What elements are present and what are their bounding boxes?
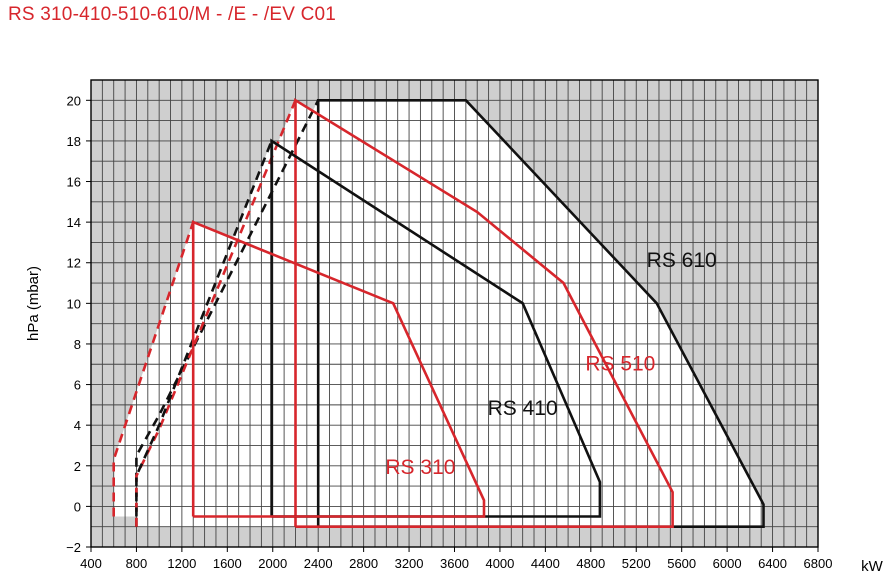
x-tick-label: 400 xyxy=(80,556,102,571)
x-tick-label: 800 xyxy=(126,556,148,571)
series-label: RS 410 xyxy=(488,397,558,420)
series-label: RS 610 xyxy=(647,249,717,272)
x-tick-label: 1600 xyxy=(213,556,242,571)
y-tick-label: 4 xyxy=(74,418,81,433)
y-tick-label: 2 xyxy=(74,459,81,474)
x-tick-label: 6400 xyxy=(758,556,787,571)
y-tick-label: 18 xyxy=(67,134,81,149)
x-tick-label: 5600 xyxy=(667,556,696,571)
series-label: RS 310 xyxy=(385,456,455,479)
x-tick-label: 2000 xyxy=(258,556,287,571)
x-tick-label: 4000 xyxy=(485,556,514,571)
y-axis-label: hPa (mbar) xyxy=(25,266,42,341)
x-tick-label: 1200 xyxy=(167,556,196,571)
series-label: RS 510 xyxy=(585,352,655,375)
x-tick-label: 3600 xyxy=(440,556,469,571)
x-axis-label: kW xyxy=(861,558,884,575)
y-tick-label: 14 xyxy=(67,215,81,230)
working-region-rs-310 xyxy=(113,222,484,517)
x-tick-label: 2800 xyxy=(349,556,378,571)
series-dashed-line-rs-310 xyxy=(112,221,195,517)
x-tick-label: 6800 xyxy=(804,556,833,571)
y-tick-label: −2 xyxy=(66,540,81,555)
y-tick-label: 20 xyxy=(67,93,81,108)
y-tick-label: 8 xyxy=(74,337,81,352)
y-tick-label: 6 xyxy=(74,378,81,393)
y-tick-label: 16 xyxy=(67,175,81,190)
chart-title: RS 310-410-510-610/M - /E - /EV C01 xyxy=(8,4,337,25)
y-tick-label: 0 xyxy=(74,499,81,514)
y-tick-label: 12 xyxy=(67,256,81,271)
series-line-rs-410 xyxy=(270,138,602,518)
x-tick-label: 2400 xyxy=(304,556,333,571)
y-tick-label: 10 xyxy=(67,296,81,311)
x-tick-label: 4800 xyxy=(576,556,605,571)
x-tick-label: 5200 xyxy=(622,556,651,571)
x-tick-label: 3200 xyxy=(395,556,424,571)
x-tick-label: 4400 xyxy=(531,556,560,571)
series-dashed-line-rs-410 xyxy=(135,140,273,517)
series-line-rs-310 xyxy=(191,220,486,518)
x-tick-label: 6000 xyxy=(713,556,742,571)
